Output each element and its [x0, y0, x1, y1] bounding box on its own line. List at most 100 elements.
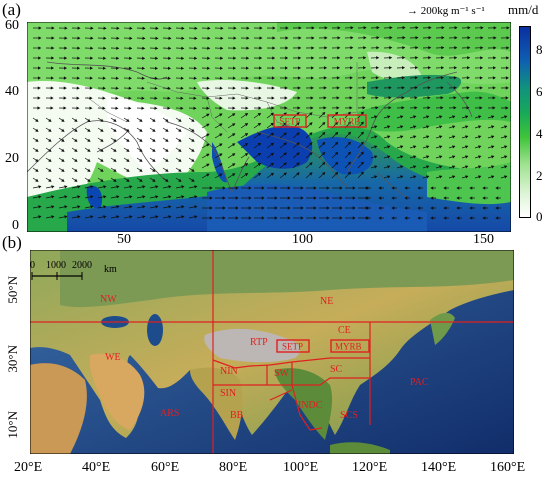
flux-vector-head: [466, 76, 470, 80]
flux-vector-head: [48, 168, 52, 172]
flux-vector-head: [274, 216, 278, 220]
colorbar-tick: 6: [536, 84, 543, 99]
flux-vector-head: [37, 106, 41, 110]
panel-a-xtick: 50: [117, 232, 131, 247]
flux-vector-head: [417, 196, 421, 200]
flux-vector-head: [219, 106, 223, 110]
flux-vector-head: [415, 66, 419, 70]
flux-vector-head: [220, 56, 224, 60]
flux-vector-head: [478, 145, 482, 149]
flux-vector-head: [231, 123, 236, 127]
flux-vector-head: [244, 133, 249, 137]
flux-vector-head: [349, 106, 353, 110]
flux-vector-head: [352, 186, 356, 190]
flux-vector-head: [220, 26, 224, 30]
flux-vector-head: [350, 26, 354, 30]
panel-a-ytick: 0: [12, 218, 19, 233]
flux-vector-head: [90, 205, 94, 209]
flux-vector-head: [415, 36, 419, 40]
flux-vector-head: [414, 106, 418, 110]
flux-vector-head: [206, 106, 210, 110]
flux-vector-head: [360, 111, 364, 115]
flux-vector-head: [222, 216, 226, 220]
flux-vector-head: [428, 36, 432, 40]
flux-vector-head: [426, 165, 430, 169]
flux-vector-head: [401, 86, 405, 90]
flux-vector-head: [246, 46, 250, 50]
flux-vector-head: [309, 172, 313, 176]
flux-vector-head: [35, 118, 39, 122]
flux-vector-head: [64, 215, 68, 219]
flux-vector-head: [100, 178, 104, 182]
flux-vector-head: [87, 138, 91, 142]
flux-vector-head: [116, 215, 120, 219]
flux-vector-head: [272, 56, 276, 60]
flux-vector-head: [349, 86, 353, 90]
flux-vector-head: [128, 96, 132, 100]
flux-vector-head: [206, 143, 210, 147]
flux-vector-head: [350, 66, 354, 70]
flux-vector-head: [245, 76, 249, 80]
flux-vector-head: [167, 106, 171, 110]
flux-vector-head: [297, 76, 301, 80]
flux-vector-head: [337, 66, 341, 70]
flux-vector-head: [155, 185, 159, 189]
flux-vector-head: [142, 205, 146, 209]
flux-vector-head: [363, 66, 367, 70]
flux-vector-head: [413, 175, 417, 179]
flux-vector-head: [465, 115, 469, 119]
flux-vector-head: [311, 36, 315, 40]
flux-vector-head: [152, 118, 156, 122]
flux-vector-head: [77, 66, 81, 70]
flux-vector-head: [142, 46, 146, 50]
flux-vector-head: [339, 196, 343, 200]
flux-vector-head: [352, 196, 356, 200]
flux-vector-head: [141, 96, 145, 100]
flux-vector-head: [259, 46, 263, 50]
flux-vector-head: [76, 106, 80, 110]
flux-vector-head: [347, 121, 351, 125]
flux-vector-head: [194, 66, 198, 70]
flux-vector-head: [443, 206, 447, 210]
flux-vector-head: [38, 195, 42, 199]
flux-vector-head: [259, 66, 263, 70]
flux-vector-head: [350, 36, 354, 40]
flux-vector-head: [258, 106, 262, 110]
flux-vector-head: [452, 155, 456, 159]
flux-vector-head: [87, 178, 91, 182]
flux-vector-head: [64, 26, 68, 30]
flux-vector-head: [155, 56, 159, 60]
flux-vector-head: [152, 138, 156, 142]
flux-vector-head: [491, 175, 495, 179]
flux-vector-head: [284, 106, 288, 110]
flux-vector-head: [168, 215, 172, 219]
flux-vector-head: [404, 216, 408, 220]
flux-vector-head: [374, 135, 378, 139]
flux-vector-head: [274, 206, 278, 210]
flux-vector-head: [454, 56, 458, 60]
flux-vector-head: [74, 118, 78, 122]
region-label-bb: BB: [230, 410, 244, 421]
flux-vector-head: [181, 215, 185, 219]
flux-vector-head: [360, 161, 364, 165]
flux-vector-head: [139, 128, 143, 132]
flux-vector-head: [465, 155, 469, 159]
flux-vector-head: [400, 115, 404, 119]
flux-vector-head: [284, 76, 288, 80]
flux-vector-head: [504, 165, 508, 169]
flux-vector-head: [50, 86, 54, 90]
flux-vector-head: [76, 76, 80, 80]
colorbar-tick: 8: [536, 42, 543, 57]
flux-vector-head: [400, 175, 404, 179]
flux-vector-head: [505, 96, 509, 100]
vector-reference-label: → 200kg m⁻¹ s⁻¹: [407, 5, 485, 17]
flux-vector-head: [129, 205, 133, 209]
flux-vector-head: [439, 175, 443, 179]
topographic-region-map: NW NE WE RTP SETP MYRB CE NIN SIN SW SC …: [30, 250, 514, 454]
flux-vector-head: [504, 155, 508, 159]
flux-vector-head: [258, 76, 262, 80]
panel-a-xtick: 150: [473, 232, 494, 247]
flux-vector-head: [453, 86, 457, 90]
flux-vector-head: [63, 76, 67, 80]
flux-vector-head: [129, 185, 133, 189]
